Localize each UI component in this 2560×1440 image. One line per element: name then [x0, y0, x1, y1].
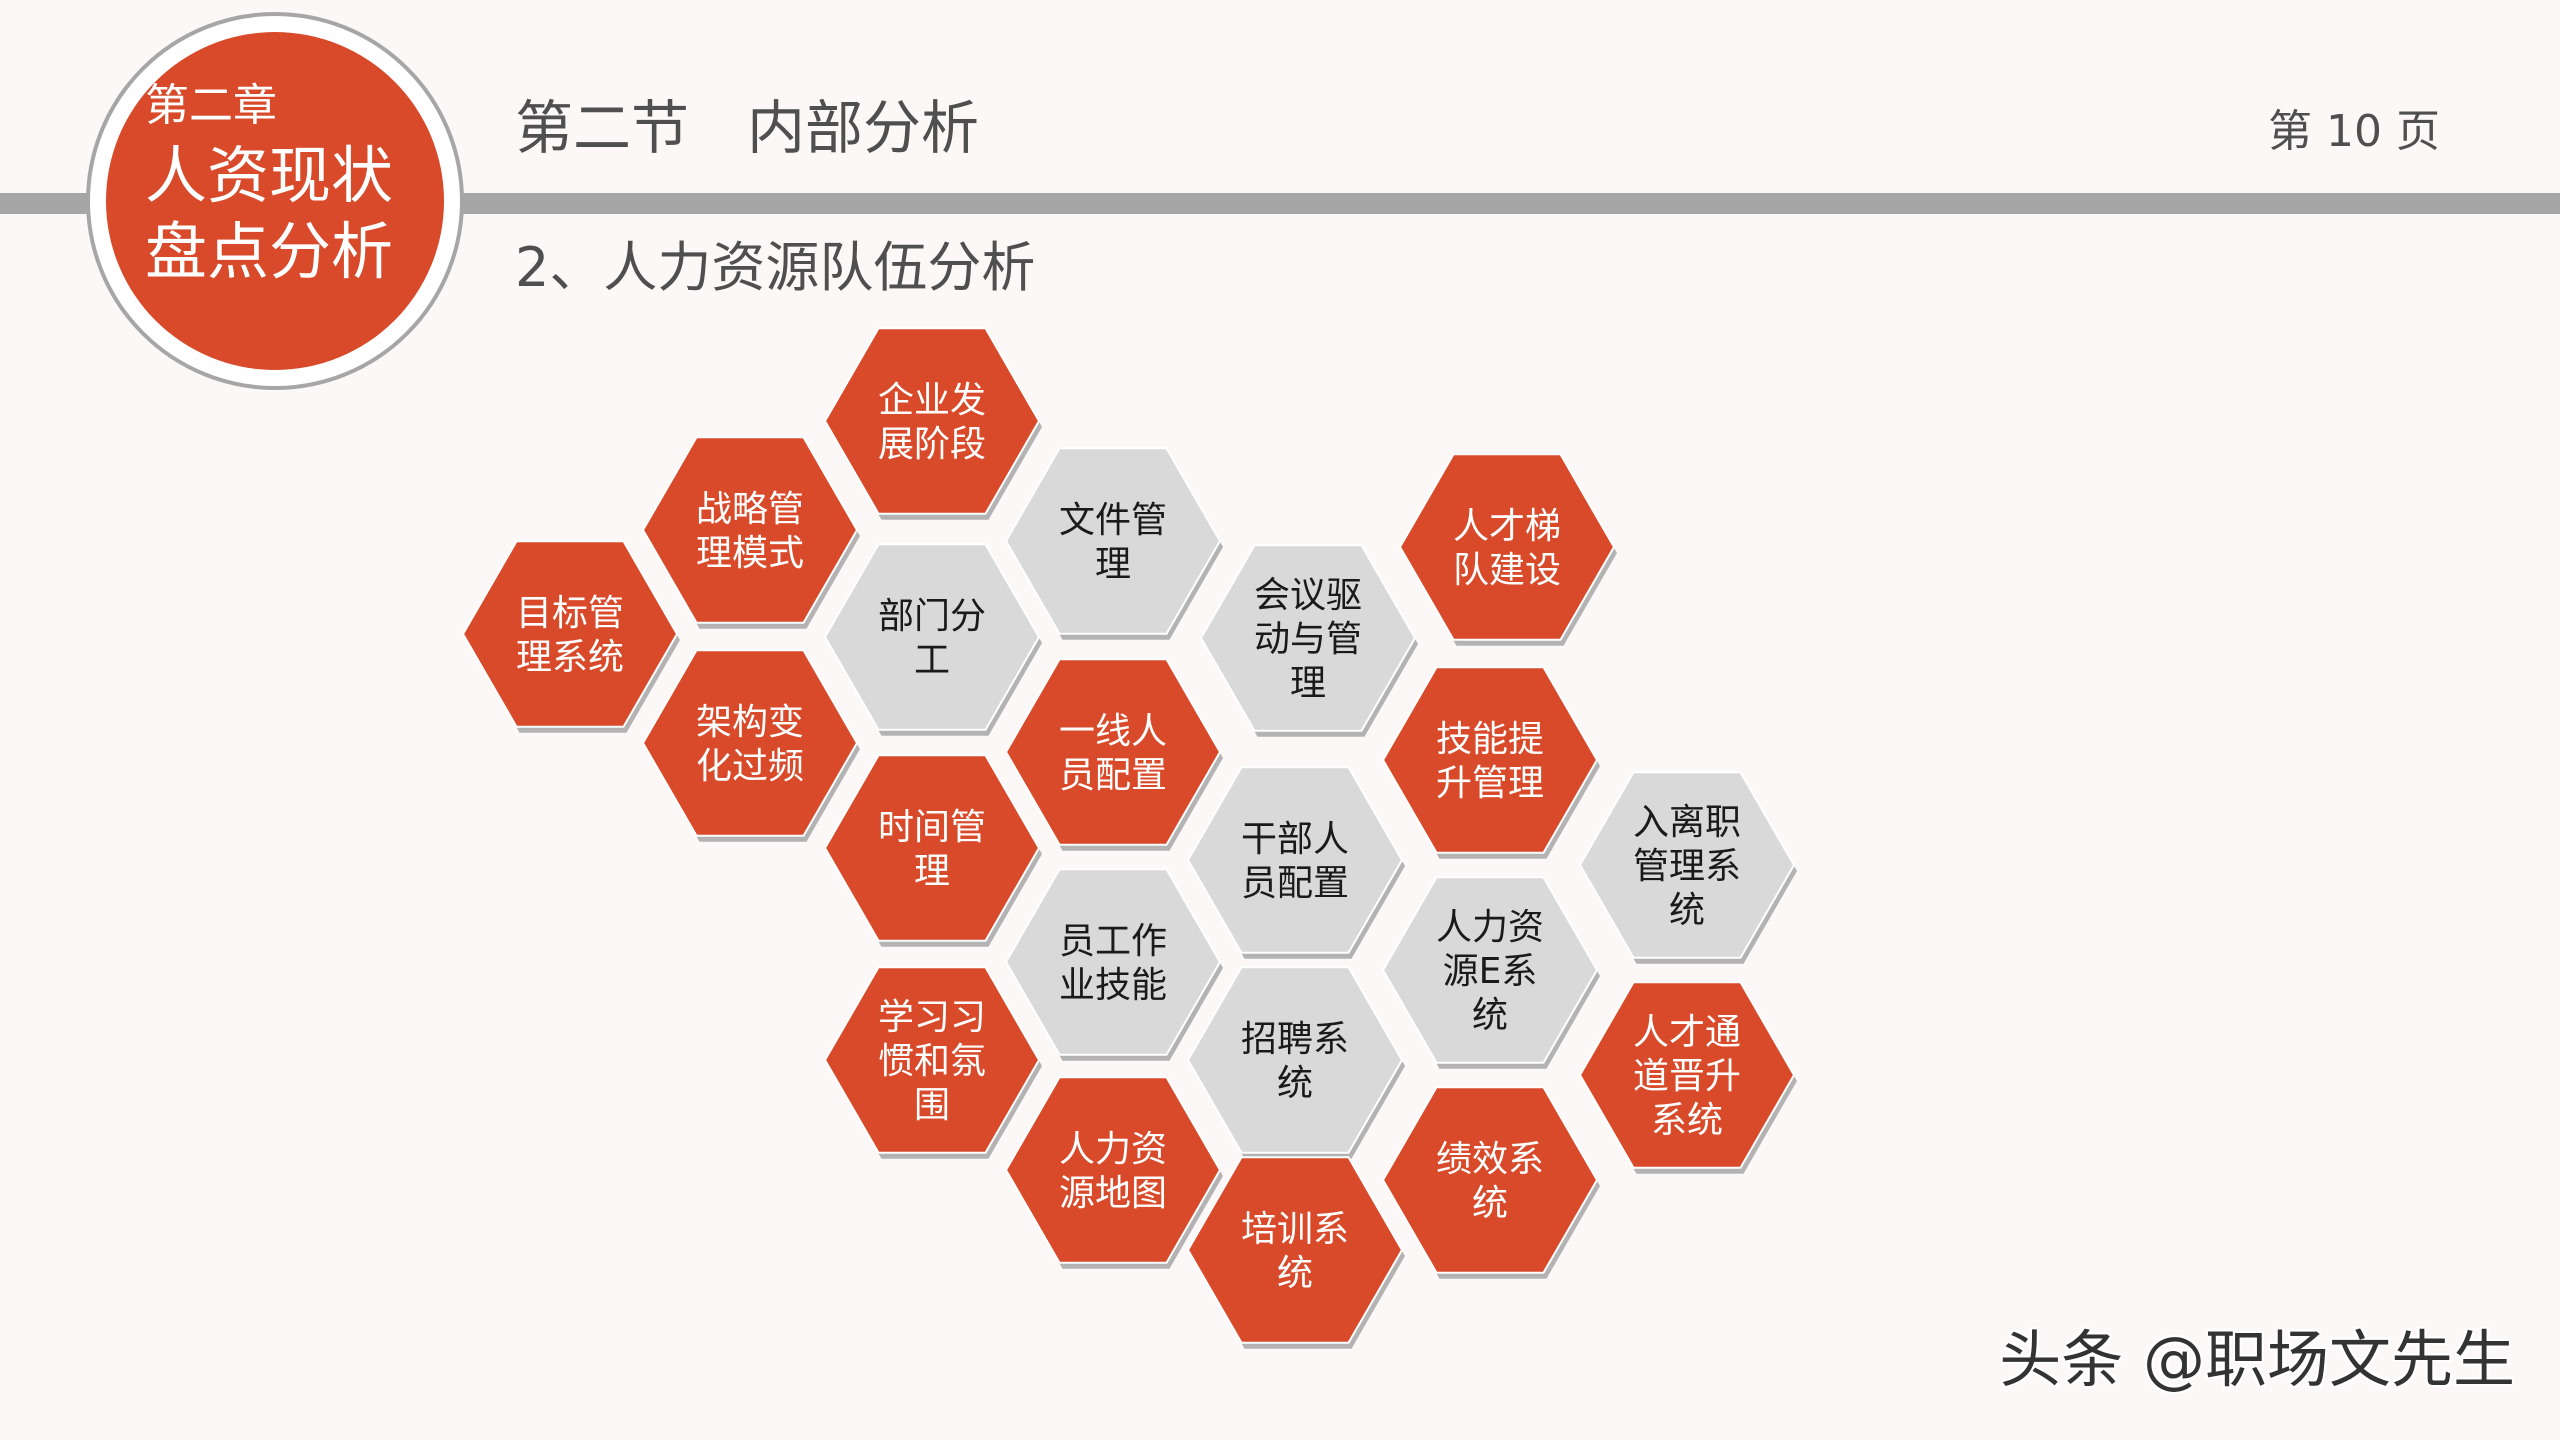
hexagon-label: 道晋升 — [1633, 1056, 1741, 1097]
hexagon-shape — [1578, 981, 1796, 1169]
hexagon-label: 业技能 — [1059, 965, 1167, 1006]
page-number: 第 10 页 — [2268, 106, 2440, 157]
hexagon-label: 理系统 — [516, 637, 624, 678]
hexagon-shape — [1199, 544, 1417, 732]
hexagon-label: 统 — [1472, 1183, 1508, 1224]
hexagon-shape — [1381, 876, 1599, 1064]
hexagon-label: 系统 — [1651, 1100, 1723, 1141]
hexagon-label: 会议驱 — [1254, 575, 1362, 616]
hexagon-label: 理模式 — [696, 533, 804, 574]
chapter-number: 第二章 — [145, 80, 277, 131]
hexagon-label: 动与管 — [1254, 619, 1362, 660]
hexagon-label: 文件管 — [1059, 500, 1167, 541]
hexagon-shape — [1004, 447, 1222, 635]
hexagon-label: 绩效系 — [1436, 1139, 1544, 1180]
hexagon-label: 理 — [1290, 663, 1326, 704]
hexagon-label: 员配置 — [1241, 863, 1349, 904]
hexagon-shape — [641, 649, 859, 837]
hexagon-label: 目标管 — [516, 593, 624, 634]
hexagon-shape — [1004, 1076, 1222, 1264]
hexagon-label: 围 — [914, 1085, 950, 1126]
hexagon-label: 源地图 — [1059, 1173, 1167, 1214]
hexagon-label: 展阶段 — [878, 424, 986, 465]
hexagon-label: 人才梯 — [1453, 506, 1561, 547]
hexagon-shape — [1381, 1086, 1599, 1274]
header-divider-bar — [0, 193, 2560, 214]
hexagon-label: 员配置 — [1059, 755, 1167, 796]
hexagon-label: 战略管 — [696, 489, 804, 530]
section-title: 第二节 内部分析 — [515, 94, 980, 162]
hexagon-label: 部门分 — [878, 596, 986, 637]
hexagon-label: 企业发 — [878, 380, 986, 421]
hexagon-label: 人才通 — [1633, 1012, 1741, 1053]
hexagon-shape — [1186, 1156, 1404, 1344]
slide-subtitle: 2、人力资源队伍分析 — [515, 236, 1036, 299]
hexagon-shape — [1381, 666, 1599, 854]
hexagon-label: 理 — [1095, 544, 1131, 585]
hexagon-label: 技能提 — [1436, 719, 1544, 760]
hexagon-label: 理 — [914, 851, 950, 892]
hexagon-shape — [823, 543, 1041, 731]
hexagon-shape — [461, 540, 679, 728]
hexagon-label: 管理系 — [1633, 846, 1741, 887]
hexagon-shape — [1398, 453, 1616, 641]
hexagon-label: 源E系 — [1443, 951, 1538, 992]
hexagon-label: 队建设 — [1453, 550, 1561, 591]
hexagon-shape — [823, 754, 1041, 942]
chapter-badge — [106, 32, 444, 370]
hexagon-label: 人力资 — [1436, 907, 1544, 948]
hexagon-shape — [823, 966, 1041, 1154]
hexagon-label: 培训系 — [1241, 1209, 1349, 1250]
hexagon-label: 统 — [1277, 1253, 1313, 1294]
hexagon-label: 工 — [914, 640, 950, 681]
hexagon-shape — [1004, 658, 1222, 846]
hexagon-shape — [1578, 771, 1796, 959]
hexagon-shape — [1186, 766, 1404, 954]
hexagon-label: 时间管 — [878, 807, 986, 848]
chapter-title: 人资现状盘点分析 — [145, 139, 394, 288]
hexagon-label: 学习习 — [878, 997, 986, 1038]
watermark-text: 头条 @职场文先生 — [1999, 1323, 2515, 1396]
hexagon-label: 入离职 — [1633, 802, 1741, 843]
hexagon-shape — [823, 327, 1041, 515]
hexagon-label: 统 — [1669, 890, 1705, 931]
hexagon-label: 干部人 — [1241, 819, 1349, 860]
hexagon-label: 升管理 — [1436, 763, 1544, 804]
hexagon-label: 统 — [1472, 995, 1508, 1036]
hexagon-label: 一线人 — [1059, 711, 1167, 752]
hexagon-label: 员工作 — [1059, 921, 1167, 962]
hexagon-shape — [1186, 966, 1404, 1154]
hexagon-label: 招聘系 — [1241, 1019, 1349, 1060]
hexagon-shape — [641, 436, 859, 624]
hexagon-label: 惯和氛 — [878, 1041, 986, 1082]
hexagon-label: 化过频 — [696, 746, 804, 787]
hexagon-shape — [1004, 868, 1222, 1056]
hexagon-label: 架构变 — [696, 702, 804, 743]
hexagon-label: 统 — [1277, 1063, 1313, 1104]
hexagon-label: 人力资 — [1059, 1129, 1167, 1170]
